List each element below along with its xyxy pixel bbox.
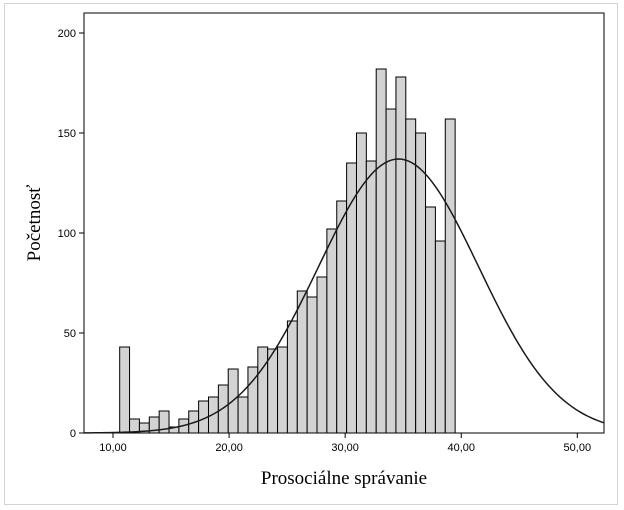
histogram-bar — [415, 132, 427, 434]
y-tick-label: 200 — [58, 28, 76, 40]
histogram-bar — [286, 320, 298, 434]
y-tick-label: 50 — [64, 328, 76, 340]
y-tick-label: 0 — [70, 428, 76, 440]
histogram-bar — [326, 228, 338, 434]
y-axis: 0 50 100 150 200 — [58, 28, 84, 440]
y-tick-label: 150 — [58, 128, 76, 140]
bars-group — [119, 68, 456, 434]
y-axis-title: Početnosť — [24, 185, 45, 262]
histogram-bar — [257, 346, 269, 434]
histogram-bar — [395, 76, 407, 434]
histogram-bar — [316, 276, 328, 434]
histogram-bar — [385, 108, 397, 434]
x-tick-label: 40,00 — [447, 442, 475, 454]
x-axis-title: Prosociálne správanie — [261, 468, 427, 489]
histogram-bar — [119, 346, 131, 434]
histogram-bar — [237, 396, 249, 434]
histogram-bar — [217, 384, 229, 434]
y-tick-label: 100 — [58, 228, 76, 240]
histogram-bar — [375, 68, 387, 434]
histogram-bar — [365, 160, 377, 434]
histogram-bar — [336, 200, 348, 434]
histogram-bar — [158, 410, 170, 434]
histogram-bar — [306, 296, 318, 434]
x-tick-label: 30,00 — [331, 442, 359, 454]
histogram-bar — [267, 348, 279, 434]
x-axis: 10,00 20,00 30,00 40,00 50,00 — [99, 433, 591, 454]
histogram-bar — [425, 206, 436, 434]
histogram-bar — [434, 240, 446, 434]
histogram-bar — [444, 118, 456, 434]
histogram-bar — [207, 396, 219, 434]
normal-curve — [83, 158, 605, 434]
histogram-bar — [296, 290, 308, 434]
histogram-bar — [355, 132, 367, 434]
histogram-bar — [405, 118, 417, 434]
x-tick-label: 20,00 — [215, 442, 243, 454]
x-tick-label: 10,00 — [99, 442, 127, 454]
histogram-bar — [277, 346, 288, 434]
x-tick-label: 50,00 — [564, 442, 592, 454]
